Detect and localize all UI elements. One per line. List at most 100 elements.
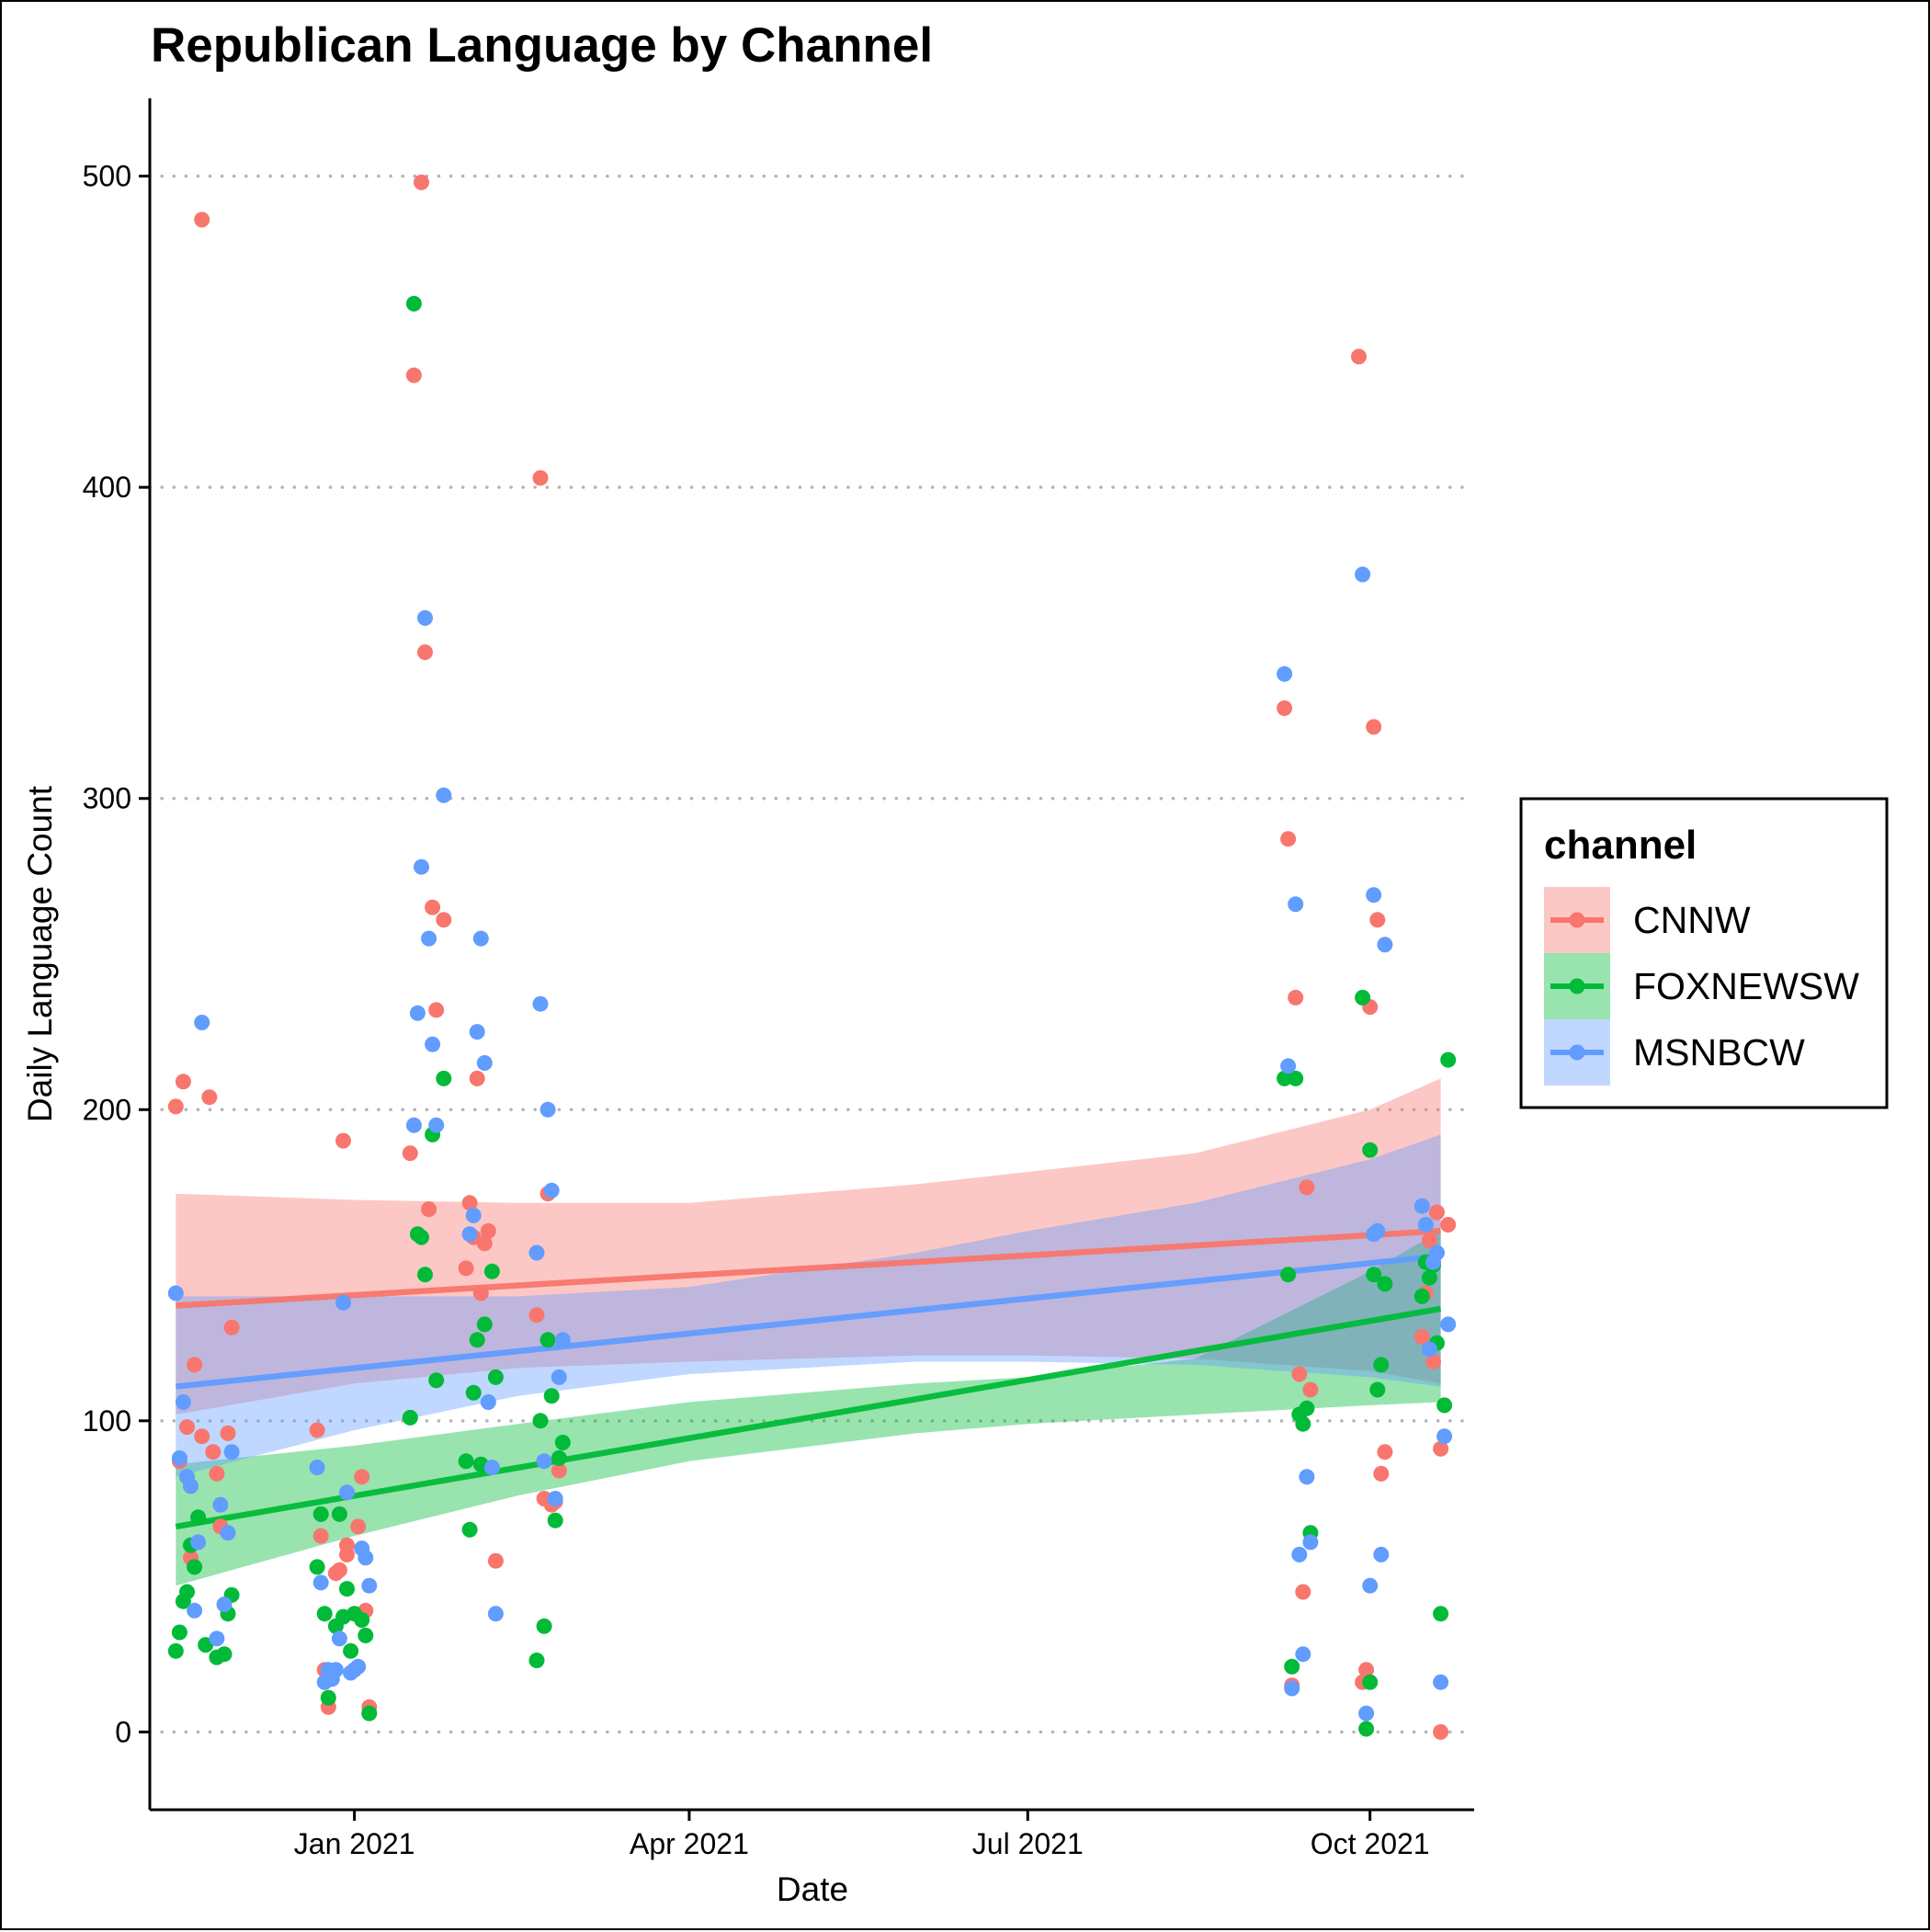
legend-label-msnbcw: MSNBCW: [1633, 1031, 1805, 1074]
point-msnbcw-45: [532, 995, 549, 1012]
point-cnnw-8: [201, 1089, 218, 1106]
point-msnbcw-1: [171, 1449, 187, 1466]
point-foxnewsw-63: [1373, 1357, 1390, 1373]
point-msnbcw-21: [339, 1484, 355, 1501]
point-msnbcw-53: [1280, 1058, 1297, 1074]
point-msnbcw-59: [1302, 1534, 1319, 1551]
legend: channel CNNW FOXNEWSW MSNBCW: [1519, 797, 1889, 1109]
x-tick-label-oct-2021: Oct 2021: [1311, 1827, 1430, 1860]
point-msnbcw-30: [414, 858, 429, 875]
point-cnnw-66: [1413, 1328, 1430, 1345]
point-foxnewsw-51: [1284, 1658, 1300, 1675]
point-foxnewsw-14: [316, 1606, 333, 1622]
point-msnbcw-9: [212, 1496, 229, 1513]
legend-items: CNNW FOXNEWSW MSNBCW: [1544, 887, 1859, 1085]
point-cnnw-30: [417, 644, 433, 661]
trend-line-cnnw: [176, 1228, 1441, 1309]
legend-label-cnnw: CNNW: [1633, 899, 1751, 941]
point-foxnewsw-67: [1421, 1269, 1437, 1286]
point-foxnewsw-58: [1358, 1721, 1375, 1737]
data-points: [167, 174, 1457, 1740]
point-cnnw-10: [209, 1465, 225, 1482]
y-tick-label-500: 500: [83, 160, 131, 193]
point-msnbcw-62: [1362, 1577, 1379, 1594]
point-cnnw-5: [187, 1357, 203, 1373]
point-cnnw-2: [175, 1074, 191, 1090]
point-cnnw-56: [1299, 1179, 1315, 1196]
point-msnbcw-66: [1373, 1546, 1390, 1563]
point-cnnw-27: [402, 1145, 418, 1162]
point-cnnw-55: [1295, 1584, 1311, 1600]
point-msnbcw-74: [1436, 1428, 1453, 1445]
point-foxnewsw-49: [1277, 1070, 1293, 1086]
point-cnnw-64: [1373, 1465, 1390, 1482]
point-msnbcw-4: [183, 1478, 199, 1494]
point-msnbcw-29: [409, 1005, 426, 1021]
y-tick-label-0: 0: [115, 1715, 131, 1748]
point-msnbcw-28: [405, 1117, 422, 1133]
point-msnbcw-14: [312, 1574, 329, 1591]
point-msnbcw-27: [361, 1577, 378, 1594]
point-msnbcw-2: [175, 1394, 191, 1410]
point-cnnw-32: [425, 899, 441, 915]
point-foxnewsw-33: [458, 1453, 474, 1470]
point-msnbcw-73: [1433, 1674, 1449, 1690]
point-foxnewsw-15: [320, 1689, 336, 1706]
point-foxnewsw-44: [539, 1332, 556, 1348]
y-tick-label-400: 400: [83, 471, 131, 504]
trend-lines: [175, 1228, 1442, 1530]
legend-title: channel: [1544, 823, 1697, 868]
point-foxnewsw-57: [1355, 989, 1371, 1006]
point-cnnw-3: [179, 1419, 195, 1436]
point-foxnewsw-9: [216, 1646, 233, 1663]
point-foxnewsw-55: [1299, 1400, 1315, 1416]
point-foxnewsw-41: [528, 1653, 545, 1668]
point-foxnewsw-60: [1362, 1142, 1379, 1158]
point-foxnewsw-45: [543, 1388, 560, 1404]
y-ticks: 0 100 200 300 400 500: [83, 160, 150, 1748]
point-cnnw-44: [532, 470, 549, 486]
point-foxnewsw-28: [414, 1229, 429, 1245]
point-foxnewsw-59: [1362, 1674, 1379, 1690]
point-msnbcw-36: [461, 1226, 478, 1243]
point-cnnw-12: [220, 1425, 236, 1441]
point-msnbcw-54: [1284, 1680, 1300, 1697]
point-cnnw-22: [339, 1546, 355, 1563]
point-msnbcw-34: [428, 1117, 445, 1133]
point-cnnw-14: [309, 1422, 325, 1438]
point-cnnw-39: [472, 1285, 489, 1301]
point-msnbcw-67: [1377, 937, 1393, 953]
point-msnbcw-40: [476, 1055, 493, 1071]
x-ticks: Jan 2021 Apr 2021 Jul 2021 Oct 2021: [294, 1810, 1430, 1860]
point-msnbcw-0: [167, 1285, 184, 1301]
point-cnnw-54: [1291, 1366, 1308, 1382]
point-msnbcw-57: [1295, 1646, 1311, 1663]
point-msnbcw-70: [1421, 1341, 1437, 1358]
point-foxnewsw-22: [354, 1612, 370, 1628]
point-cnnw-40: [476, 1235, 493, 1252]
point-msnbcw-6: [190, 1534, 207, 1551]
point-msnbcw-31: [417, 609, 433, 626]
point-cnnw-58: [1351, 348, 1367, 365]
point-foxnewsw-23: [358, 1627, 374, 1643]
point-msnbcw-46: [536, 1453, 552, 1470]
point-cnnw-68: [1421, 1233, 1437, 1248]
point-foxnewsw-46: [547, 1512, 563, 1529]
point-msnbcw-75: [1440, 1316, 1457, 1333]
point-msnbcw-5: [187, 1602, 203, 1619]
trend-line-msnbcw: [176, 1253, 1441, 1390]
point-cnnw-33: [428, 1002, 445, 1018]
point-msnbcw-26: [358, 1550, 374, 1566]
point-cnnw-69: [1425, 1354, 1441, 1369]
point-cnnw-41: [480, 1222, 496, 1239]
point-msnbcw-72: [1429, 1244, 1445, 1261]
point-cnnw-65: [1377, 1444, 1393, 1460]
y-tick-label-200: 200: [83, 1093, 131, 1126]
point-foxnewsw-3: [179, 1584, 195, 1600]
point-msnbcw-42: [483, 1460, 500, 1476]
point-cnnw-35: [458, 1260, 474, 1277]
point-cnnw-15: [312, 1528, 329, 1544]
legend-key-point-msnbcw: [1569, 1044, 1585, 1061]
